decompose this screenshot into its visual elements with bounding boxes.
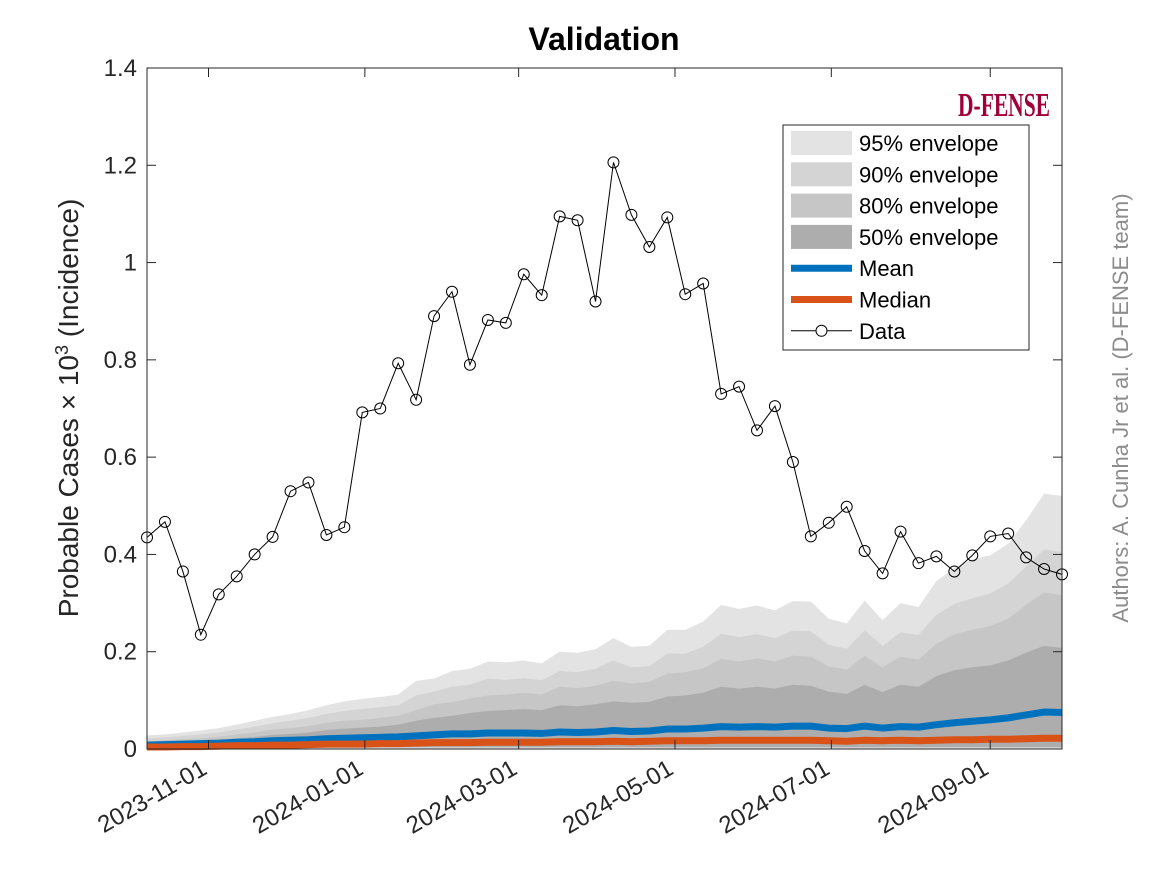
data-point: [858, 545, 871, 558]
data-point: [894, 525, 907, 538]
y-axis-label-tail: (Incidence): [53, 199, 84, 345]
data-point: [481, 313, 494, 326]
data-point: [984, 530, 997, 543]
legend-swatch-50: [791, 224, 852, 249]
envelope-layer: [147, 493, 1062, 749]
data-point: [733, 380, 746, 393]
legend-swatch-90: [791, 162, 852, 187]
data-point: [535, 289, 548, 302]
data-layer: [141, 156, 1068, 641]
data-point: [230, 570, 243, 583]
legend-label: 90% envelope: [859, 162, 998, 187]
data-point: [930, 550, 943, 563]
x-tick-label: 2023-11-01: [93, 755, 211, 839]
data-point: [679, 288, 692, 301]
data-point: [392, 357, 405, 370]
data-point: [697, 277, 710, 290]
legend-label: 95% envelope: [859, 131, 998, 156]
data-point: [768, 400, 781, 413]
data-point: [1020, 551, 1033, 564]
data-point: [876, 567, 889, 580]
data-point: [212, 588, 225, 601]
legend-items: 95% envelope 90% envelope 80% envelope 50% …: [791, 131, 998, 344]
data-point: [158, 515, 171, 528]
median-line: [147, 734, 1062, 751]
y-tick-label: 0.8: [104, 347, 137, 374]
data-point: [751, 424, 763, 437]
plot-frame: [146, 67, 1063, 750]
y-axis-label: Probable Cases × 103 (Incidence): [52, 199, 84, 618]
legend-swatch-data-marker: [815, 324, 828, 337]
data-point: [571, 214, 584, 227]
y-tick-label: 1: [124, 250, 137, 277]
data-point: [463, 358, 476, 371]
data-point: [176, 565, 189, 578]
legend-label: Data: [859, 319, 906, 344]
y-tick-label: 1.2: [104, 152, 137, 179]
data-point: [822, 516, 835, 529]
data-point: [248, 548, 261, 561]
authors-credit: Authors: A. Cunha Jr et al. (D-FENSE tea…: [1108, 193, 1133, 622]
data-point: [284, 485, 297, 498]
data-point: [589, 295, 602, 308]
data-point: [643, 241, 656, 254]
data-point: [607, 156, 620, 169]
legend-swatch-80: [791, 193, 852, 218]
y-axis-label-times: × 10: [53, 355, 84, 410]
legend-label: Median: [859, 288, 931, 313]
data-point: [661, 211, 674, 224]
data-point: [625, 208, 638, 221]
y-tick-label: 0.6: [104, 444, 137, 471]
data-point: [1002, 527, 1015, 540]
x-tick-label: 2024-09-01: [873, 755, 993, 840]
y-axis-label-main: Probable Cases: [53, 410, 84, 617]
data-line: [146, 162, 1063, 637]
data-point: [194, 628, 207, 641]
legend: 95% envelope 90% envelope 80% envelope 50% …: [782, 124, 1030, 351]
legend-swatch-95: [791, 131, 852, 155]
series-layer: [146, 708, 1063, 751]
data-point: [786, 456, 799, 469]
y-tick-label: 1.4: [104, 55, 137, 82]
data-point: [948, 565, 961, 578]
data-point: [410, 393, 423, 406]
legend-label: 80% envelope: [859, 194, 998, 219]
y-tick-label: 0: [124, 736, 137, 763]
data-point: [428, 310, 441, 323]
data-point: [966, 549, 979, 562]
envelope-50-band: [147, 645, 1062, 748]
chart-title: Validation: [528, 21, 679, 57]
data-point: [374, 402, 387, 415]
x-tick-label: 2024-05-01: [558, 755, 678, 840]
data-point: [912, 557, 925, 570]
y-axis: 0 0.2 0.4 0.6 0.8 1 1.2 1.4: [104, 55, 1062, 763]
y-tick-label: 0.2: [104, 639, 137, 666]
x-tick-label: 2024-01-01: [248, 755, 368, 840]
data-point: [338, 521, 351, 534]
data-point: [266, 530, 279, 543]
dfense-logo: D-FENSE: [958, 87, 1050, 124]
x-tick-label: 2024-07-01: [715, 755, 835, 840]
x-tick-label: 2024-03-01: [402, 755, 522, 840]
data-point: [320, 528, 333, 541]
data-point: [302, 476, 315, 489]
mean-line: [146, 708, 1063, 749]
data-point: [356, 406, 369, 419]
data-point: [1038, 563, 1051, 576]
y-tick-label: 0.4: [104, 541, 137, 568]
y-axis-label-exp: 3: [52, 345, 72, 355]
legend-label: 50% envelope: [859, 225, 998, 250]
data-point: [446, 285, 458, 298]
legend-label: Mean: [859, 256, 914, 281]
data-point: [804, 530, 817, 543]
data-point: [517, 268, 530, 281]
data-point: [499, 316, 512, 329]
data-point: [840, 500, 853, 513]
data-point: [553, 210, 566, 223]
data-point: [715, 387, 728, 400]
